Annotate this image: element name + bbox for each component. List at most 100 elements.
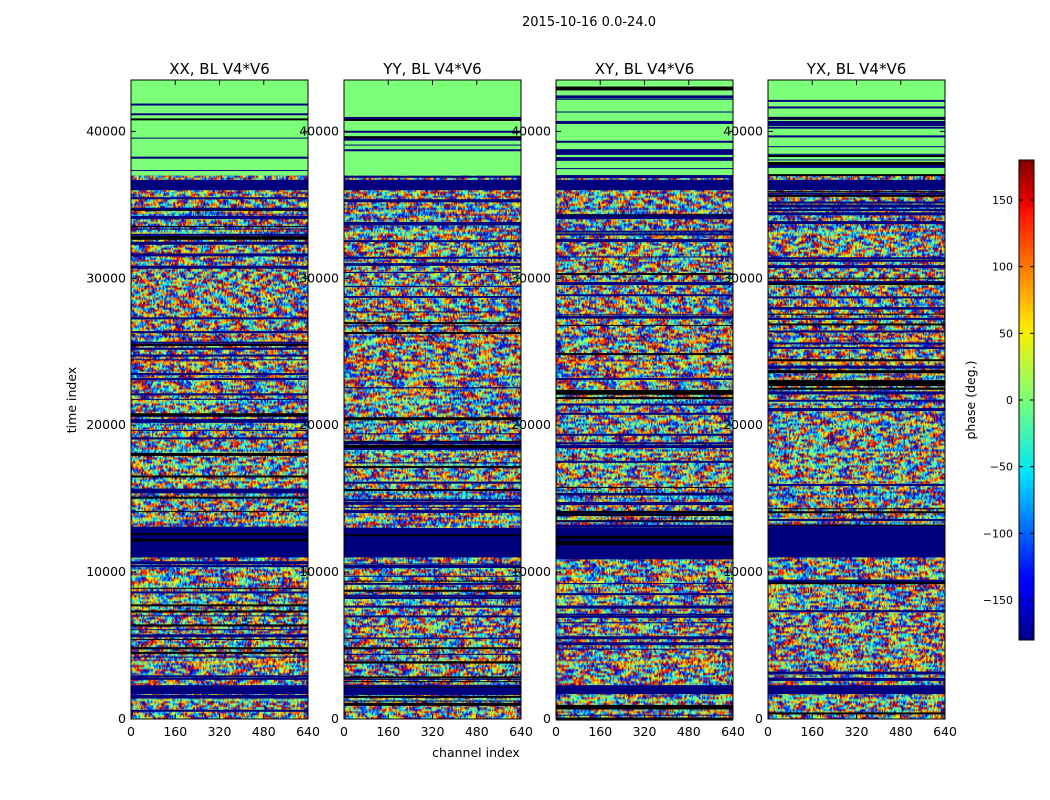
x-tick-label: 320 bbox=[845, 724, 869, 739]
flag-line bbox=[131, 638, 308, 640]
flag-line bbox=[556, 86, 733, 90]
flag-line bbox=[344, 387, 521, 389]
flag-line bbox=[556, 95, 733, 99]
flag-line bbox=[768, 391, 945, 395]
flag-line bbox=[344, 332, 521, 335]
flag-line bbox=[556, 550, 733, 553]
flag-line bbox=[131, 207, 308, 210]
flag-line bbox=[344, 596, 521, 599]
flag-line bbox=[131, 197, 308, 200]
y-tick-label: 30000 bbox=[511, 270, 551, 285]
flag-line bbox=[768, 126, 945, 129]
flag-line bbox=[768, 323, 945, 326]
flag-line bbox=[556, 445, 733, 449]
flag-line bbox=[344, 700, 521, 702]
flag-line bbox=[131, 533, 308, 536]
flag-line bbox=[344, 605, 521, 608]
flag-line bbox=[768, 155, 945, 158]
flag-line bbox=[131, 137, 308, 139]
flag-line bbox=[768, 221, 945, 225]
flag-line bbox=[344, 653, 521, 655]
flag-line bbox=[556, 510, 733, 514]
flag-line bbox=[768, 99, 945, 102]
flag-line bbox=[131, 491, 308, 494]
flag-line bbox=[556, 215, 733, 219]
flag-line bbox=[131, 398, 308, 400]
flag-line bbox=[768, 121, 945, 125]
flag-line bbox=[556, 233, 733, 236]
flag-line bbox=[131, 373, 308, 376]
flag-line bbox=[131, 236, 308, 238]
flag-line bbox=[768, 508, 945, 510]
flag-line bbox=[131, 253, 308, 257]
flag-line bbox=[344, 130, 521, 133]
flag-line bbox=[344, 271, 521, 273]
flag-line bbox=[131, 610, 308, 613]
flag-line bbox=[131, 236, 308, 240]
flag-line bbox=[556, 390, 733, 394]
flag-line bbox=[131, 496, 308, 499]
y-axis-label: time index bbox=[64, 367, 79, 433]
flag-line bbox=[768, 538, 945, 542]
y-tick-label: 20000 bbox=[723, 417, 763, 432]
panel-yy: YY, BL V4*V6 0 160 320 480 640 0 10000 20000 3000… bbox=[299, 60, 533, 739]
flag-line bbox=[556, 648, 733, 650]
flag-line bbox=[768, 317, 945, 320]
flag-line bbox=[556, 513, 733, 515]
flag-line bbox=[344, 440, 521, 443]
flag-line bbox=[131, 591, 308, 594]
flag-line bbox=[344, 417, 521, 421]
x-tick-label: 320 bbox=[633, 724, 657, 739]
flag-line bbox=[556, 175, 733, 179]
x-tick-label: 320 bbox=[421, 724, 445, 739]
flag-line bbox=[768, 555, 945, 557]
panel-title: YX, BL V4*V6 bbox=[806, 60, 907, 78]
flag-line bbox=[556, 605, 733, 609]
flag-line bbox=[131, 216, 308, 220]
flag-line bbox=[131, 488, 308, 492]
flagged-band bbox=[131, 528, 308, 558]
flagged-band bbox=[556, 179, 733, 191]
colorbar-tick-label: 0 bbox=[1006, 394, 1013, 407]
flag-line bbox=[556, 282, 733, 286]
flagged-band bbox=[768, 179, 945, 191]
x-tick-label: 160 bbox=[588, 724, 612, 739]
flag-line bbox=[556, 704, 733, 708]
flag-line bbox=[768, 165, 945, 168]
flag-line bbox=[556, 151, 733, 155]
flag-line bbox=[768, 214, 945, 216]
y-tick-label: 10000 bbox=[299, 564, 339, 579]
flag-line bbox=[344, 296, 521, 299]
figure-title: 2015-10-16 0.0-24.0 bbox=[522, 15, 656, 30]
flag-line bbox=[344, 264, 521, 266]
flag-line bbox=[344, 199, 521, 203]
flag-line bbox=[768, 153, 945, 155]
flag-line bbox=[768, 525, 945, 529]
flag-line bbox=[344, 589, 521, 592]
flag-line bbox=[344, 676, 521, 679]
flag-line bbox=[556, 615, 733, 618]
flag-line bbox=[344, 136, 521, 139]
flag-line bbox=[768, 408, 945, 412]
flag-line bbox=[344, 256, 521, 259]
colorbar-tick-label: −100 bbox=[983, 527, 1013, 540]
flag-line bbox=[344, 222, 521, 225]
colorbar-tick-label: 50 bbox=[999, 327, 1013, 340]
flag-line bbox=[768, 209, 945, 212]
x-tick-label: 160 bbox=[800, 724, 824, 739]
flag-line bbox=[344, 580, 521, 582]
flagged-band bbox=[768, 685, 945, 695]
flag-line bbox=[556, 583, 733, 585]
flag-line bbox=[131, 604, 308, 607]
y-tick-label: 40000 bbox=[86, 123, 126, 138]
flag-line bbox=[768, 359, 945, 362]
flag-line bbox=[768, 484, 945, 487]
flag-line bbox=[768, 342, 945, 345]
flag-line bbox=[768, 365, 945, 369]
flag-line bbox=[344, 263, 521, 266]
x-tick-label: 160 bbox=[376, 724, 400, 739]
y-tick-label: 0 bbox=[755, 711, 763, 726]
flag-line bbox=[344, 582, 521, 585]
flag-line bbox=[556, 273, 733, 276]
y-tick-label: 10000 bbox=[723, 564, 763, 579]
